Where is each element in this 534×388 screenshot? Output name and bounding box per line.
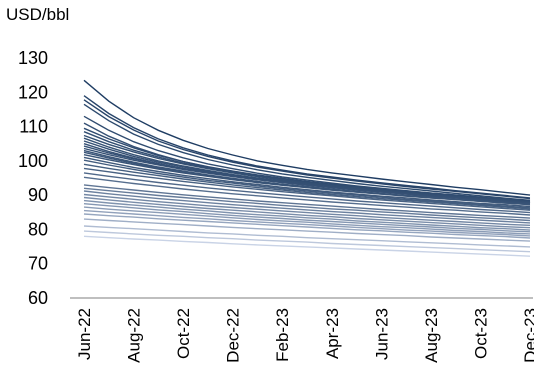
x-tick-label: Oct-23 — [471, 308, 490, 359]
x-tick-label: Feb-23 — [273, 308, 292, 362]
x-tick-label: Aug-23 — [422, 308, 441, 363]
series-line-7 — [83, 127, 531, 202]
series-line-35 — [83, 225, 531, 248]
series-line-36 — [83, 230, 531, 253]
series-line-26 — [83, 190, 531, 224]
series-line-31 — [83, 206, 531, 235]
x-tick-label: Oct-22 — [174, 308, 193, 359]
series-line-19 — [83, 159, 531, 209]
series-line-17 — [83, 154, 531, 206]
y-tick-label: 60 — [28, 288, 48, 308]
x-tick-label: Jun-23 — [372, 308, 391, 360]
y-tick-label: 70 — [28, 254, 48, 274]
x-tick-label: Aug-22 — [125, 308, 144, 363]
x-tick-label: Dec-23 — [521, 308, 534, 363]
x-tick-label: Jun-22 — [75, 308, 94, 360]
series-line-25 — [83, 187, 531, 222]
series-line-30 — [83, 203, 531, 233]
y-tick-label: 90 — [28, 185, 48, 205]
x-tick-label: Dec-22 — [224, 308, 243, 363]
x-tick-label: Apr-23 — [323, 308, 342, 359]
series-line-24 — [83, 184, 531, 219]
series-line-22 — [83, 172, 531, 214]
y-tick-label: 120 — [18, 82, 48, 102]
series-line-33 — [83, 213, 531, 239]
y-tick-label: 130 — [18, 48, 48, 68]
series-line-29 — [83, 199, 531, 231]
series-line-20 — [83, 163, 531, 210]
series-line-18 — [83, 156, 531, 208]
series-line-27 — [83, 193, 531, 226]
series-line-3 — [83, 99, 531, 200]
y-tick-label: 110 — [19, 117, 48, 137]
series-lines — [83, 79, 531, 257]
y-tick-label: 100 — [18, 151, 48, 171]
y-axis-unit-label: USD/bbl — [6, 5, 70, 24]
series-line-14 — [83, 147, 531, 205]
series-line-28 — [83, 196, 531, 229]
series-line-1 — [83, 79, 531, 196]
axes: 60 70 80 90 100 110 120 130 Jun-22 Aug-22 Oct-22 De… — [18, 48, 534, 363]
y-tick-label: 80 — [28, 219, 48, 239]
series-line-4 — [83, 103, 531, 201]
series-line-21 — [83, 167, 531, 211]
series-line-23 — [83, 176, 531, 216]
series-line-34 — [83, 218, 531, 242]
series-line-37 — [83, 235, 531, 257]
series-line-32 — [83, 209, 531, 237]
